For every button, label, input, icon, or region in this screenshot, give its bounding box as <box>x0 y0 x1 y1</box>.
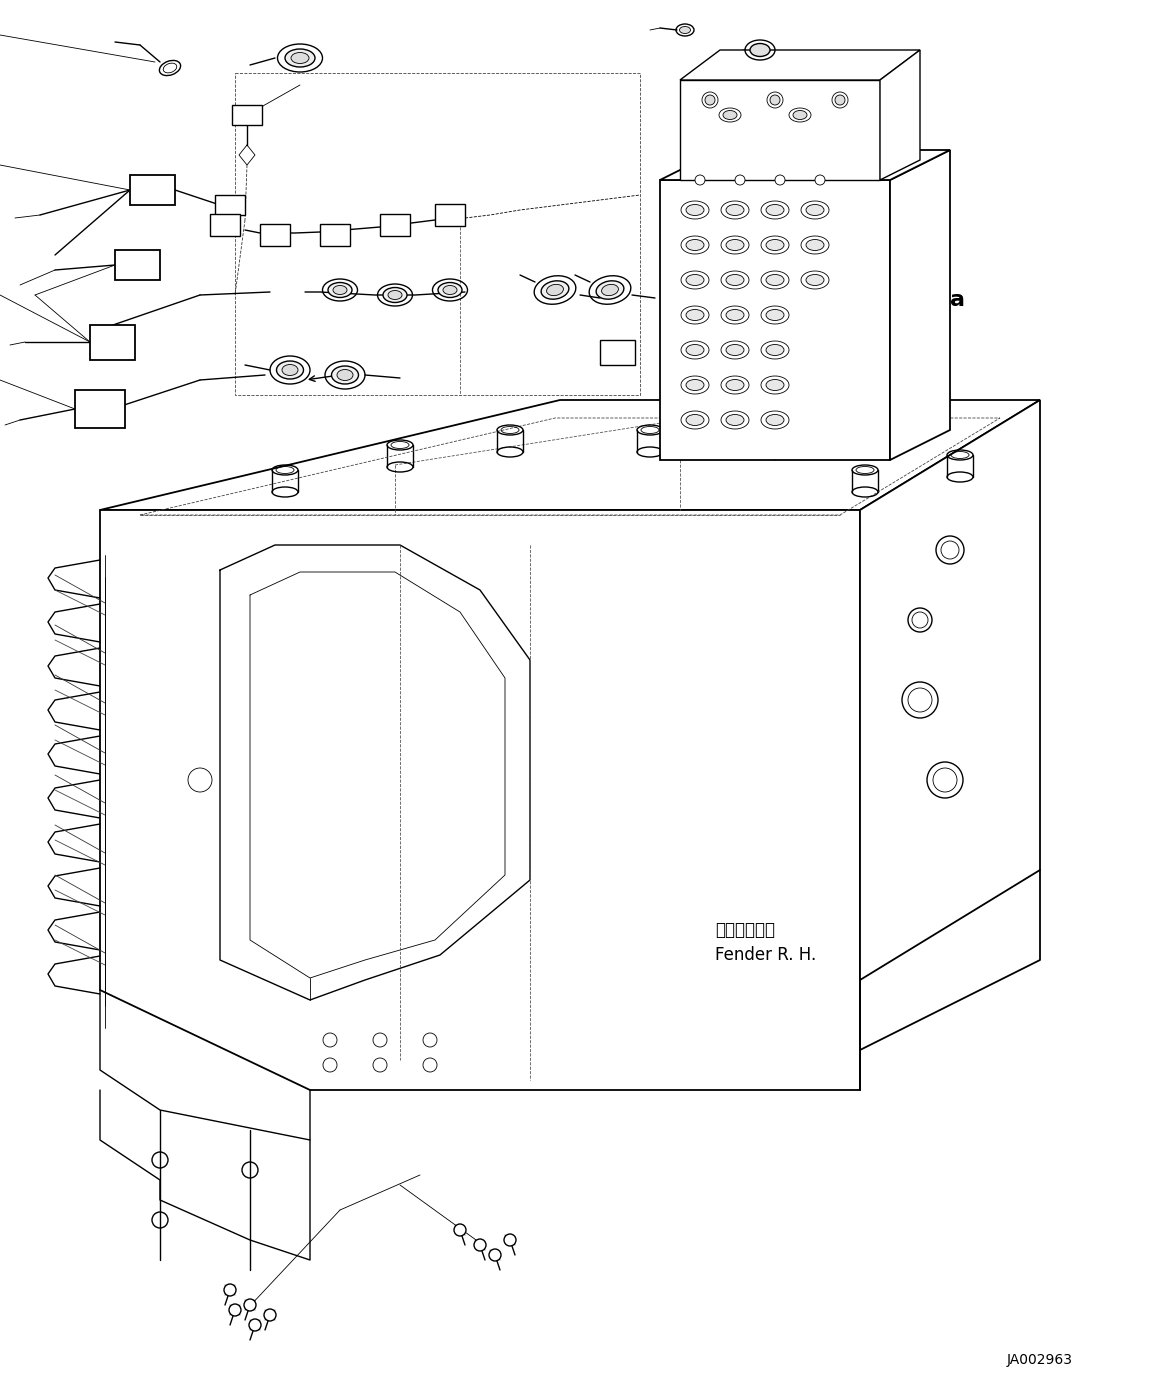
Polygon shape <box>659 150 950 180</box>
Text: Fender R. H.: Fender R. H. <box>715 946 816 964</box>
Ellipse shape <box>285 50 315 67</box>
Circle shape <box>815 175 825 185</box>
Circle shape <box>224 1283 236 1296</box>
Ellipse shape <box>291 52 309 63</box>
Circle shape <box>488 1249 501 1261</box>
Ellipse shape <box>547 285 563 296</box>
Ellipse shape <box>766 274 784 285</box>
Text: a: a <box>950 291 965 310</box>
Circle shape <box>775 175 785 185</box>
Polygon shape <box>211 213 240 235</box>
Circle shape <box>475 1239 486 1250</box>
Circle shape <box>264 1310 276 1321</box>
Ellipse shape <box>766 380 784 391</box>
Circle shape <box>249 1319 261 1332</box>
Polygon shape <box>261 224 290 246</box>
Ellipse shape <box>726 310 744 321</box>
Ellipse shape <box>331 366 358 384</box>
Circle shape <box>705 95 715 105</box>
Ellipse shape <box>686 274 704 285</box>
Ellipse shape <box>766 414 784 425</box>
Ellipse shape <box>333 285 347 295</box>
Polygon shape <box>600 340 635 365</box>
Polygon shape <box>659 180 890 460</box>
Ellipse shape <box>766 205 784 215</box>
Ellipse shape <box>766 344 784 355</box>
Polygon shape <box>890 150 950 460</box>
Polygon shape <box>231 105 262 125</box>
Ellipse shape <box>686 380 704 391</box>
Polygon shape <box>680 50 920 80</box>
Polygon shape <box>215 196 245 215</box>
Polygon shape <box>320 224 350 246</box>
Ellipse shape <box>337 369 354 380</box>
Ellipse shape <box>806 240 825 251</box>
Polygon shape <box>880 50 920 180</box>
Ellipse shape <box>806 274 825 285</box>
Ellipse shape <box>541 281 569 299</box>
Text: a: a <box>342 365 357 386</box>
Ellipse shape <box>726 205 744 215</box>
Ellipse shape <box>679 26 691 33</box>
Polygon shape <box>680 80 880 180</box>
Ellipse shape <box>597 281 623 299</box>
Circle shape <box>695 175 705 185</box>
Circle shape <box>229 1304 241 1316</box>
Ellipse shape <box>726 274 744 285</box>
Ellipse shape <box>277 361 304 379</box>
Polygon shape <box>380 213 411 235</box>
Polygon shape <box>435 204 465 226</box>
Circle shape <box>454 1224 466 1237</box>
Circle shape <box>504 1234 516 1246</box>
Polygon shape <box>74 390 124 428</box>
Polygon shape <box>115 251 160 280</box>
Text: JA002963: JA002963 <box>1007 1354 1073 1367</box>
Polygon shape <box>859 399 1040 980</box>
Ellipse shape <box>726 380 744 391</box>
Circle shape <box>735 175 745 185</box>
Ellipse shape <box>726 414 744 425</box>
Ellipse shape <box>281 365 298 376</box>
Ellipse shape <box>686 414 704 425</box>
Circle shape <box>244 1299 256 1311</box>
Text: フェンダ　右: フェンダ 右 <box>715 921 775 939</box>
Ellipse shape <box>726 344 744 355</box>
Ellipse shape <box>726 240 744 251</box>
Ellipse shape <box>686 205 704 215</box>
Circle shape <box>835 95 846 105</box>
Ellipse shape <box>686 310 704 321</box>
Ellipse shape <box>443 285 457 295</box>
Ellipse shape <box>793 110 807 120</box>
Ellipse shape <box>686 344 704 355</box>
Polygon shape <box>100 509 859 1091</box>
Ellipse shape <box>766 310 784 321</box>
Ellipse shape <box>766 240 784 251</box>
Ellipse shape <box>806 205 825 215</box>
Ellipse shape <box>723 110 737 120</box>
Ellipse shape <box>383 288 407 303</box>
Ellipse shape <box>750 44 770 56</box>
Polygon shape <box>90 325 135 359</box>
Ellipse shape <box>686 240 704 251</box>
Ellipse shape <box>438 282 462 297</box>
Polygon shape <box>100 399 1040 509</box>
Ellipse shape <box>388 291 402 300</box>
Circle shape <box>770 95 780 105</box>
Ellipse shape <box>328 282 352 297</box>
Polygon shape <box>130 175 174 205</box>
Ellipse shape <box>601 285 619 296</box>
